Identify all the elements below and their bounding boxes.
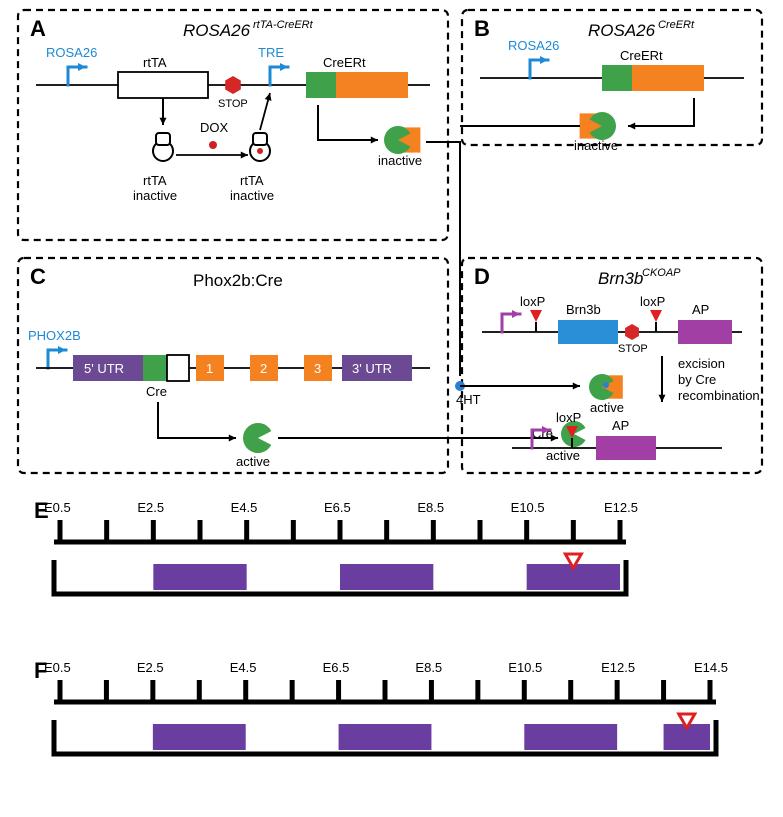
svg-text:loxP: loxP — [556, 410, 581, 425]
svg-text:inactive: inactive — [574, 138, 618, 153]
svg-text:loxP: loxP — [640, 294, 665, 309]
svg-text:2: 2 — [260, 361, 267, 376]
svg-text:E10.5: E10.5 — [511, 500, 545, 515]
svg-text:3: 3 — [314, 361, 321, 376]
svg-text:rtTA: rtTA — [143, 55, 167, 70]
svg-text:STOP: STOP — [218, 98, 248, 110]
svg-text:ROSA26: ROSA26 — [183, 21, 251, 40]
svg-text:E2.5: E2.5 — [137, 500, 164, 515]
svg-text:STOP: STOP — [618, 343, 648, 355]
svg-text:active: active — [546, 448, 580, 463]
svg-text:Cre: Cre — [146, 384, 167, 399]
svg-text:ROSA26: ROSA26 — [588, 21, 656, 40]
svg-text:E12.5: E12.5 — [604, 500, 638, 515]
svg-text:AP: AP — [692, 302, 709, 317]
svg-text:E4.5: E4.5 — [231, 500, 258, 515]
svg-text:3' UTR: 3' UTR — [352, 361, 392, 376]
svg-text:active: active — [590, 400, 624, 415]
svg-text:Phox2b:Cre: Phox2b:Cre — [193, 271, 283, 290]
svg-text:inactive: inactive — [230, 188, 274, 203]
svg-text:by Cre: by Cre — [678, 372, 716, 387]
svg-text:TRE: TRE — [258, 45, 284, 60]
svg-text:E8.5: E8.5 — [415, 660, 442, 675]
svg-text:recombination: recombination — [678, 388, 760, 403]
svg-text:rtTA: rtTA — [240, 173, 264, 188]
svg-text:E8.5: E8.5 — [417, 500, 444, 515]
svg-text:A: A — [30, 16, 46, 41]
svg-text:E0.5: E0.5 — [44, 660, 71, 675]
svg-text:active: active — [236, 454, 270, 469]
svg-text:inactive: inactive — [133, 188, 177, 203]
svg-text:E6.5: E6.5 — [324, 500, 351, 515]
svg-text:Brn3b: Brn3b — [566, 302, 601, 317]
svg-text:E6.5: E6.5 — [323, 660, 350, 675]
svg-text:E14.5: E14.5 — [694, 660, 728, 675]
svg-text:AP: AP — [612, 418, 629, 433]
svg-text:E2.5: E2.5 — [137, 660, 164, 675]
svg-text:rtTA: rtTA — [143, 173, 167, 188]
svg-text:B: B — [474, 16, 490, 41]
svg-text:CKOAP: CKOAP — [642, 267, 681, 279]
svg-text:CreERt: CreERt — [323, 55, 366, 70]
svg-text:excision: excision — [678, 356, 725, 371]
svg-text:4HT: 4HT — [456, 392, 481, 407]
svg-text:E12.5: E12.5 — [601, 660, 635, 675]
svg-text:ROSA26: ROSA26 — [46, 45, 97, 60]
svg-text:DOX: DOX — [200, 120, 229, 135]
svg-text:D: D — [474, 264, 490, 289]
svg-text:1: 1 — [206, 361, 213, 376]
svg-text:loxP: loxP — [520, 294, 545, 309]
svg-text:rtTA-CreERt: rtTA-CreERt — [253, 19, 314, 31]
svg-text:CreERt: CreERt — [658, 19, 695, 31]
svg-text:Brn3b: Brn3b — [598, 269, 643, 288]
svg-text:E4.5: E4.5 — [230, 660, 257, 675]
svg-text:PHOX2B: PHOX2B — [28, 328, 81, 343]
svg-text:5' UTR: 5' UTR — [84, 361, 124, 376]
svg-text:E10.5: E10.5 — [508, 660, 542, 675]
svg-text:ROSA26: ROSA26 — [508, 38, 559, 53]
svg-text:C: C — [30, 264, 46, 289]
svg-text:E0.5: E0.5 — [44, 500, 71, 515]
svg-text:inactive: inactive — [378, 153, 422, 168]
svg-text:CreERt: CreERt — [620, 48, 663, 63]
